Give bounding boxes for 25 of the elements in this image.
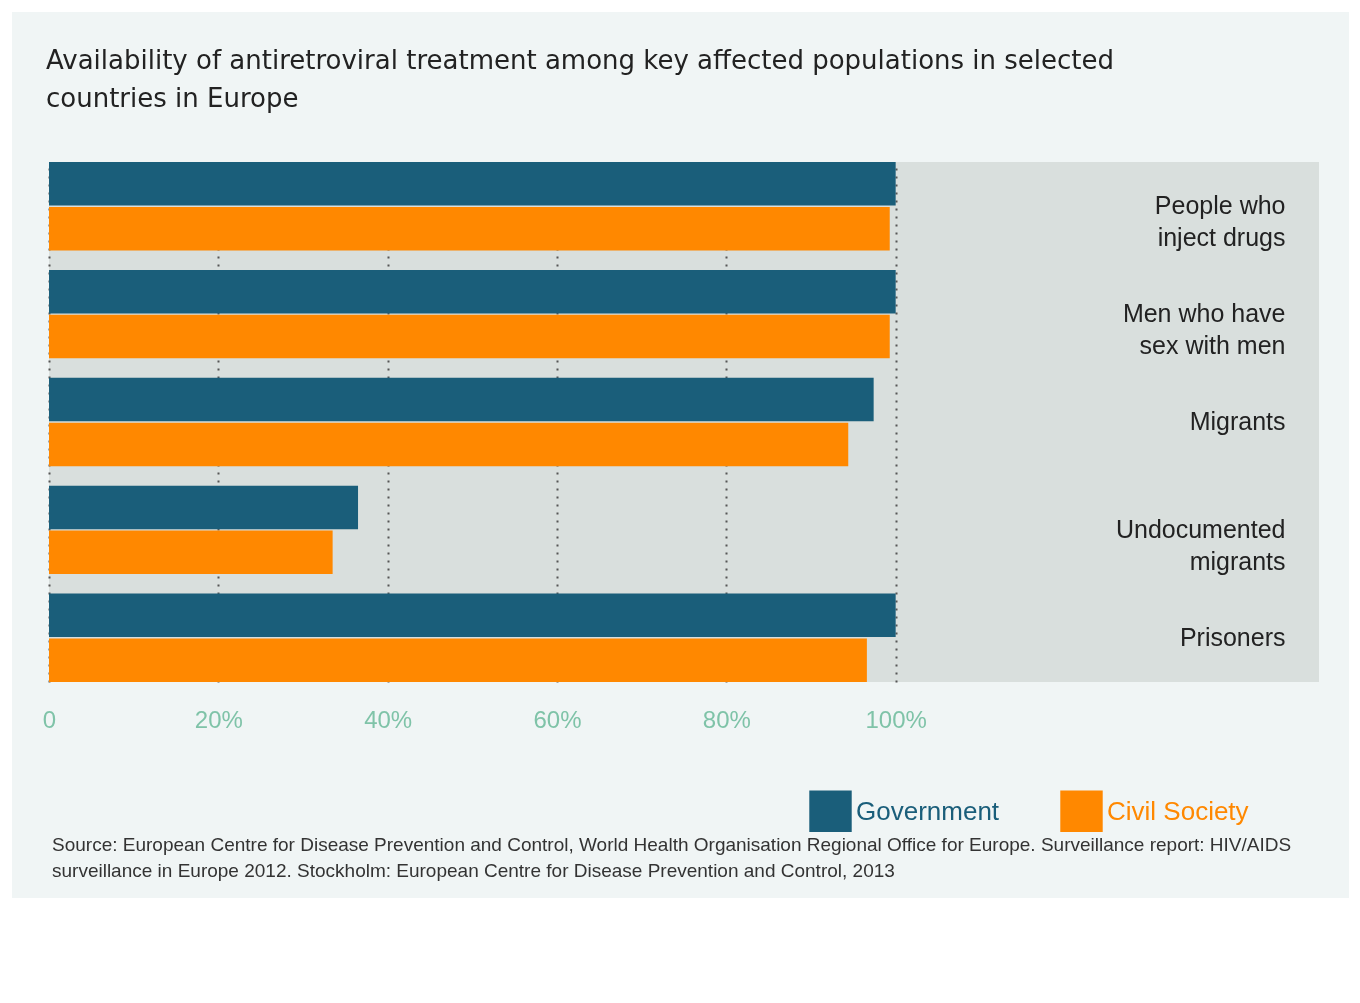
chart-title: Availability of antiretroviral treatment among key affected populations in selected countries in Europe [46,45,1115,113]
y-tick-label: People who inject drugs [1154,191,1286,252]
x-tick-label: 40% [364,705,413,733]
bar [49,314,890,359]
y-tick-label: Men who have sex with men [1122,299,1286,360]
bar [49,530,333,575]
bar [49,638,867,682]
bar [49,422,849,467]
x-tick-label: 100% [865,705,927,733]
source-note: Source: European Centre for Disease Prevention and Control, World Health Organisation Regional Office for Europe. Surveillance report: HIV/AIDS surveillance in Europe 2012. Stockholm: European Centre for Disease Prevention and Control, 2013 [52,833,1293,883]
y-tick-label: Undocumented migrants [1115,514,1286,575]
bar [49,162,896,206]
y-tick-label: Prisoners [1179,622,1286,651]
x-tick-label: 0 [42,705,57,733]
legend-label: Civil Society [1107,795,1249,826]
bar [49,206,890,251]
bar [49,377,874,422]
legend-label: Government [856,795,1000,826]
x-tick-label: 20% [194,705,243,733]
x-tick-label: 80% [702,705,751,733]
x-tick-label: 60% [533,705,582,733]
bar [49,269,896,314]
bar [49,485,359,530]
bar [49,593,896,638]
y-tick-label: Migrants [1189,407,1286,435]
